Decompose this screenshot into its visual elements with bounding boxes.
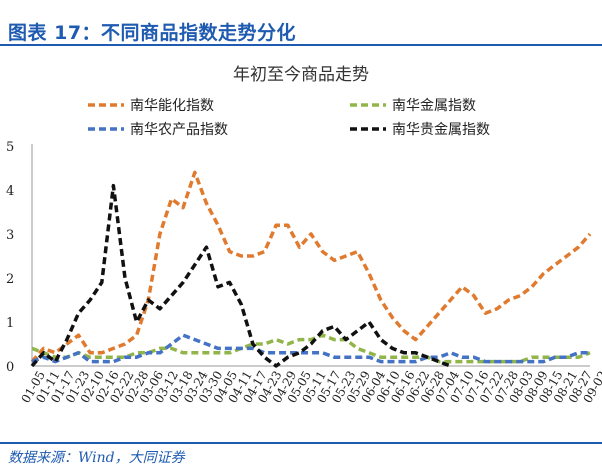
y-tick-label: 2	[6, 272, 14, 287]
legend-label: 南华贵金属指数	[392, 122, 490, 138]
y-tick-label: 5	[6, 140, 14, 155]
series-line	[31, 333, 591, 364]
legend-label: 南华能化指数	[130, 98, 214, 114]
legend-label: 南华农产品指数	[130, 122, 228, 138]
legend-label: 南华金属指数	[392, 98, 476, 114]
y-tick-label: 1	[6, 316, 14, 331]
series-line	[30, 183, 452, 368]
figure-header: 图表 17：不同商品指数走势分化	[0, 0, 602, 48]
series-line	[30, 170, 592, 363]
figure-title: 图表 17：不同商品指数走势分化	[8, 22, 297, 44]
y-tick-label: 0	[6, 360, 14, 375]
series-line	[31, 333, 590, 364]
bottom-rule	[0, 442, 602, 444]
y-tick-label: 4	[6, 184, 14, 199]
top-rule	[0, 44, 602, 46]
chart-title: 年初至今商品走势	[233, 65, 369, 85]
source-note: 数据来源：Wind，大同证券	[8, 450, 185, 466]
y-tick-label: 3	[6, 228, 14, 243]
